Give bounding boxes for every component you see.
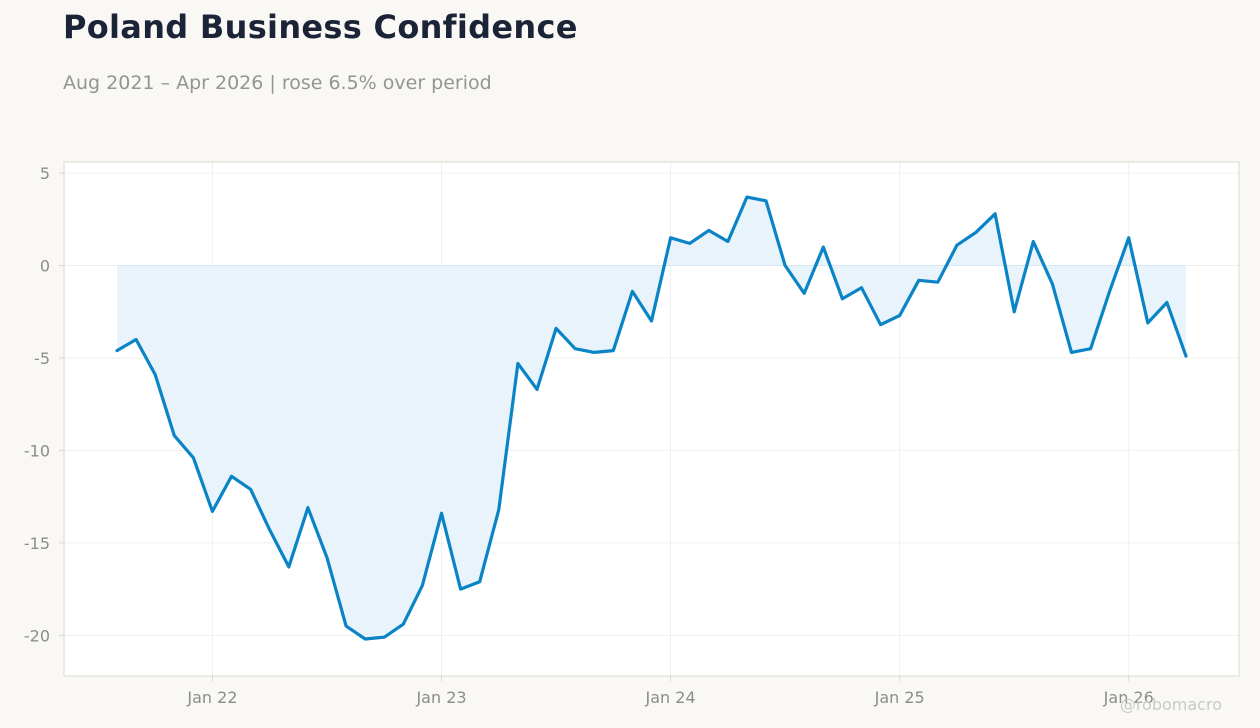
y-tick-label: -20: [24, 626, 50, 645]
series-line: [115, 195, 1188, 641]
chart-title: Poland Business Confidence: [63, 8, 578, 46]
x-tick-label: Jan 22: [186, 688, 237, 707]
y-axis-ticks: 5 0 -5 -10 -15 -20: [24, 164, 64, 645]
y-tick-label: -5: [34, 349, 50, 368]
x-tick-label: Jan 26: [1103, 688, 1154, 707]
chart-subtitle: Aug 2021 – Apr 2026 | rose 6.5% over per…: [63, 72, 492, 94]
y-tick-label: -10: [24, 441, 50, 460]
y-tick-label: 5: [40, 164, 50, 183]
x-tick-label: Jan 25: [874, 688, 925, 707]
x-tick-label: Jan 23: [415, 688, 466, 707]
y-tick-label: -15: [24, 534, 50, 553]
y-tick-label: 0: [40, 257, 50, 276]
series-area-fill: [117, 197, 1186, 639]
x-axis-ticks: Jan 22 Jan 23 Jan 24 Jan 25 Jan 26: [186, 676, 1154, 707]
x-tick-label: Jan 24: [645, 688, 696, 707]
plot-border: [63, 161, 1240, 677]
watermark: @robomacro: [1120, 695, 1222, 714]
